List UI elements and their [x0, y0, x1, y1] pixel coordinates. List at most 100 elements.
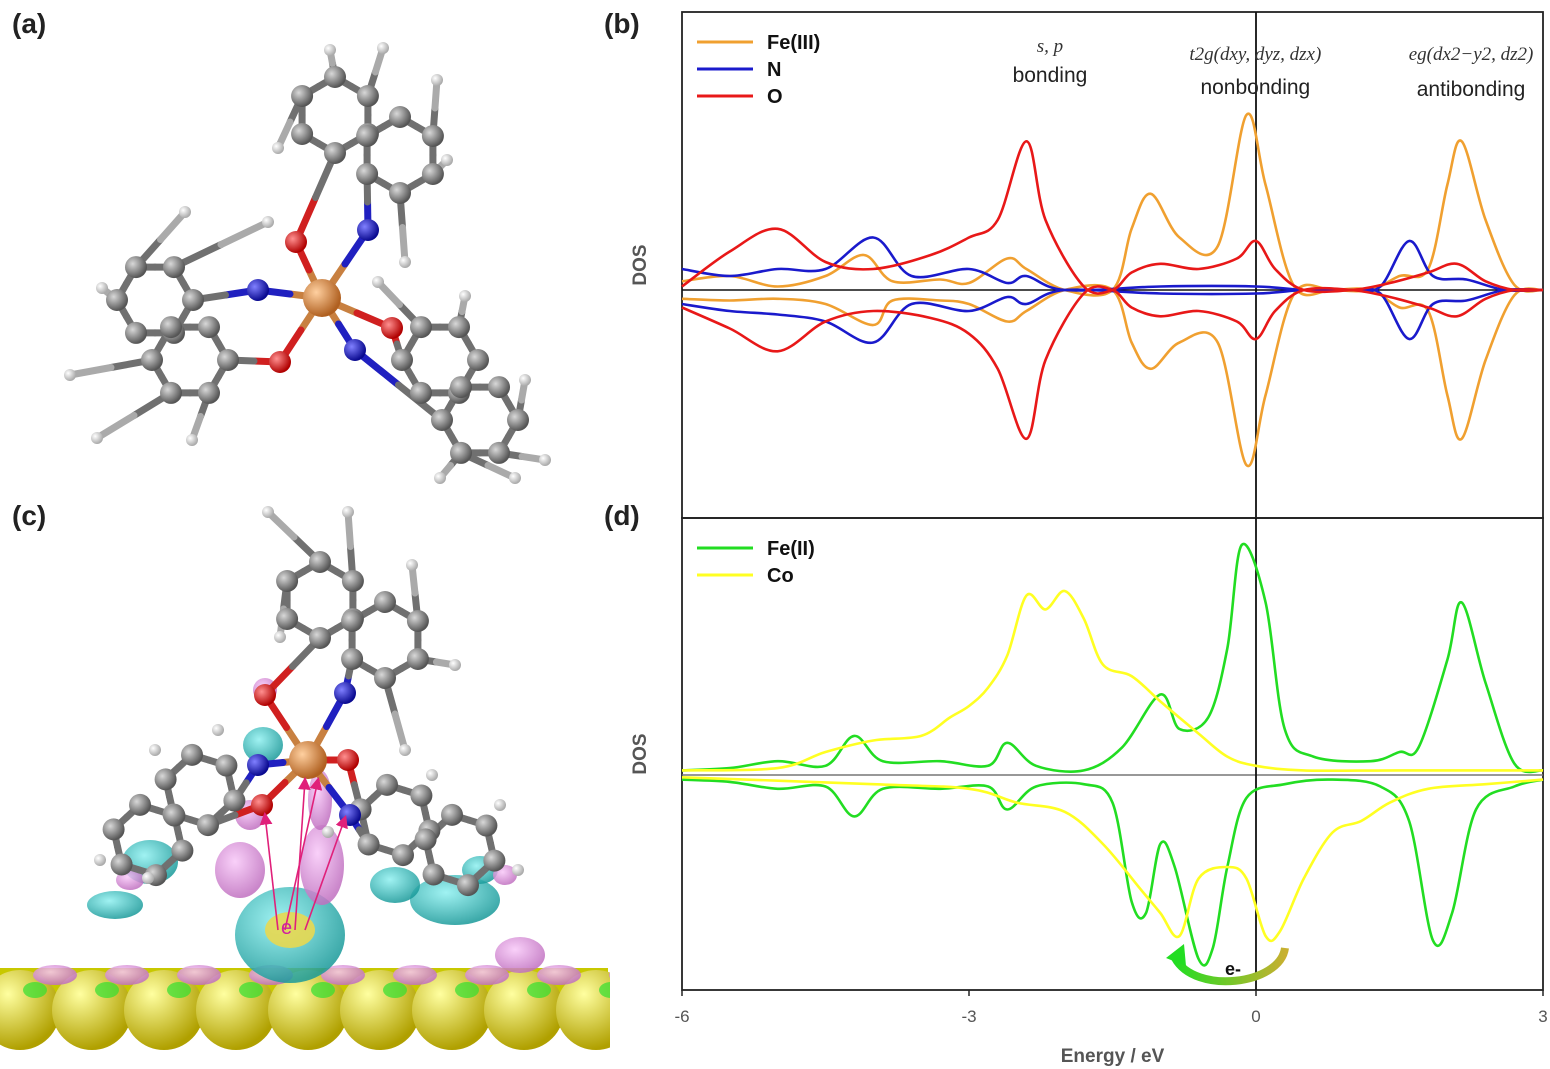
- mol-a-carbon-atom: [356, 125, 379, 147]
- mol-c-hydrogen-atom: [406, 559, 418, 571]
- mol-c-hydrogen-atom: [399, 744, 411, 756]
- mol-c-carbon-atom: [483, 849, 506, 872]
- surface-isosurface-blob: [537, 965, 581, 985]
- mol-a-carbon-atom: [389, 182, 411, 204]
- mol-a-hydrogen-atom: [509, 472, 521, 484]
- surface-isosurface-blob: [177, 965, 221, 985]
- transfer-label: e-: [1225, 959, 1241, 979]
- mol-a-carbon-atom: [410, 381, 432, 404]
- mol-c-carbon-atom: [309, 551, 331, 573]
- mol-a-carbon-atom: [356, 85, 379, 107]
- mol-c-carbon-atom: [374, 667, 396, 689]
- surface-isosurface-blob: [465, 965, 509, 985]
- surface-green-blob: [311, 982, 335, 998]
- series-n-down-b: [681, 287, 1544, 344]
- annotation-nonbonding: nonbonding: [1200, 76, 1310, 99]
- series-o-up-b: [681, 139, 1544, 295]
- mol-c-carbon-atom: [341, 610, 364, 632]
- panel-label-b: (b): [604, 8, 640, 39]
- surface-green-blob: [239, 982, 263, 998]
- mol-c-carbon-atom: [341, 570, 364, 592]
- annotation-bonding: bonding: [1013, 64, 1088, 87]
- series-co-up-d: [681, 589, 1543, 773]
- mol-a-bond-43-b: [217, 218, 272, 249]
- atoms-a: [64, 42, 551, 484]
- ylabel-b: DOS: [630, 244, 651, 285]
- series-fe-iii--up-b: [681, 112, 1544, 297]
- mol-a-carbon-atom: [356, 163, 379, 185]
- mol-c-carbon-atom: [441, 803, 464, 826]
- mol-c-carbon-atom: [110, 853, 133, 876]
- mol-a-hydrogen-atom: [179, 206, 191, 218]
- molecule-structure-a: [64, 42, 551, 484]
- mol-c-hydrogen-atom: [426, 769, 438, 781]
- legend-label-b-1: N: [767, 59, 781, 81]
- annotation-antibonding: antibonding: [1417, 78, 1526, 101]
- series-o-down-b: [681, 285, 1544, 441]
- mol-a-nitrogen-atom: [247, 279, 269, 301]
- surface-isosurface-blob: [105, 965, 149, 985]
- mol-c-carbon-atom: [154, 768, 177, 791]
- xtick-label: 0: [1251, 1007, 1260, 1026]
- surface-green-blob: [167, 982, 191, 998]
- mol-a-hydrogen-atom: [64, 369, 76, 381]
- xtick-label: -3: [961, 1007, 976, 1026]
- mol-c-carbon-atom: [309, 627, 331, 649]
- mol-c-carbon-atom: [376, 773, 399, 796]
- mol-a-carbon-atom: [198, 381, 220, 404]
- molecule-on-surface-c: e: [0, 506, 610, 1050]
- mol-a-carbon-atom: [291, 85, 314, 107]
- series-n-up-b: [681, 236, 1544, 293]
- dos-plot-d: Fe(II) Co DOS -6 -3 0 3 Energy / eV: [630, 517, 1548, 1067]
- mol-a-carbon-atom: [106, 289, 128, 311]
- mol-c-carbon-atom: [181, 743, 204, 766]
- mol-a-hydrogen-atom: [91, 432, 103, 444]
- mol-a-carbon-atom: [421, 163, 444, 185]
- isosurface-lobe: [495, 937, 545, 973]
- mol-c-hydrogen-atom: [149, 744, 161, 756]
- isosurface-lobe: [215, 842, 265, 898]
- mol-a-hydrogen-atom: [96, 282, 108, 294]
- mol-a-carbon-atom: [507, 409, 529, 431]
- mol-c-oxygen-atom: [254, 684, 276, 706]
- plot-frame-d: [681, 517, 1544, 991]
- mol-c-hydrogen-atom: [342, 506, 354, 518]
- mol-a-hydrogen-atom: [262, 216, 274, 228]
- xtick-label: 3: [1538, 1007, 1547, 1026]
- surface-green-blob: [23, 982, 47, 998]
- mol-a-carbon-atom: [421, 125, 444, 147]
- mol-a-hydrogen-atom: [441, 154, 453, 166]
- mol-c-carbon-atom: [223, 789, 246, 812]
- mol-a-carbon-atom: [160, 381, 182, 404]
- mol-c-carbon-atom: [215, 754, 238, 777]
- annotation-eg-orbital: eg(dx2−y2, dz2): [1409, 44, 1534, 65]
- mol-a-carbon-atom: [467, 349, 489, 371]
- plot-frame-b: [681, 11, 1544, 519]
- mol-a-carbon-atom: [324, 66, 346, 88]
- mol-a-hydrogen-atom: [186, 434, 198, 446]
- mol-a-carbon-atom: [389, 106, 411, 128]
- surface-green-blob: [95, 982, 119, 998]
- surface-isosurface-blob: [393, 965, 437, 985]
- mol-a-hydrogen-atom: [377, 42, 389, 54]
- mol-a-carbon-atom: [125, 256, 147, 279]
- panel-label-c: (c): [12, 500, 47, 531]
- mol-c-hydrogen-atom: [449, 659, 461, 671]
- mol-c-hydrogen-atom: [274, 631, 286, 643]
- isosurface-lobe: [87, 891, 143, 919]
- mol-a-carbon-atom: [291, 123, 314, 145]
- mol-c-hydrogen-atom: [142, 872, 154, 884]
- mol-c-iron-atom: [289, 741, 327, 779]
- isosurface-lobe: [243, 727, 283, 763]
- mol-c-nitrogen-atom: [247, 754, 269, 776]
- mol-a-carbon-atom: [431, 409, 453, 431]
- surface-green-blob: [383, 982, 407, 998]
- mol-a-carbon-atom: [410, 316, 432, 339]
- series-co-down-d: [681, 776, 1544, 943]
- legend-label-d-0: Fe(II): [767, 538, 815, 560]
- mol-c-carbon-atom: [163, 804, 186, 827]
- dos-plot-b: Fe(III) NO DOS s, p bonding t2g(dxy, dyz, dzx…: [630, 11, 1544, 519]
- mol-c-hydrogen-atom: [212, 724, 224, 736]
- legend-label-b-2: O: [767, 86, 783, 108]
